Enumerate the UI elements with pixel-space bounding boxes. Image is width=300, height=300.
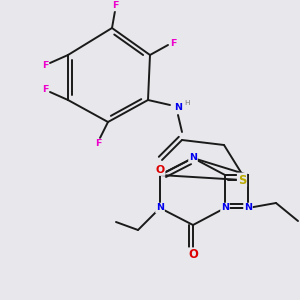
Text: F: F	[95, 140, 101, 148]
Text: S: S	[238, 173, 246, 187]
Text: N: N	[174, 103, 182, 112]
Text: N: N	[221, 203, 229, 212]
Text: N: N	[189, 154, 197, 163]
Text: F: F	[42, 85, 48, 94]
Text: F: F	[42, 61, 48, 70]
Text: O: O	[155, 165, 165, 175]
Text: H: H	[184, 100, 190, 106]
Text: N: N	[156, 203, 164, 212]
Text: N: N	[244, 203, 252, 212]
Text: F: F	[170, 38, 176, 47]
Text: F: F	[112, 2, 118, 10]
Text: O: O	[188, 248, 198, 262]
